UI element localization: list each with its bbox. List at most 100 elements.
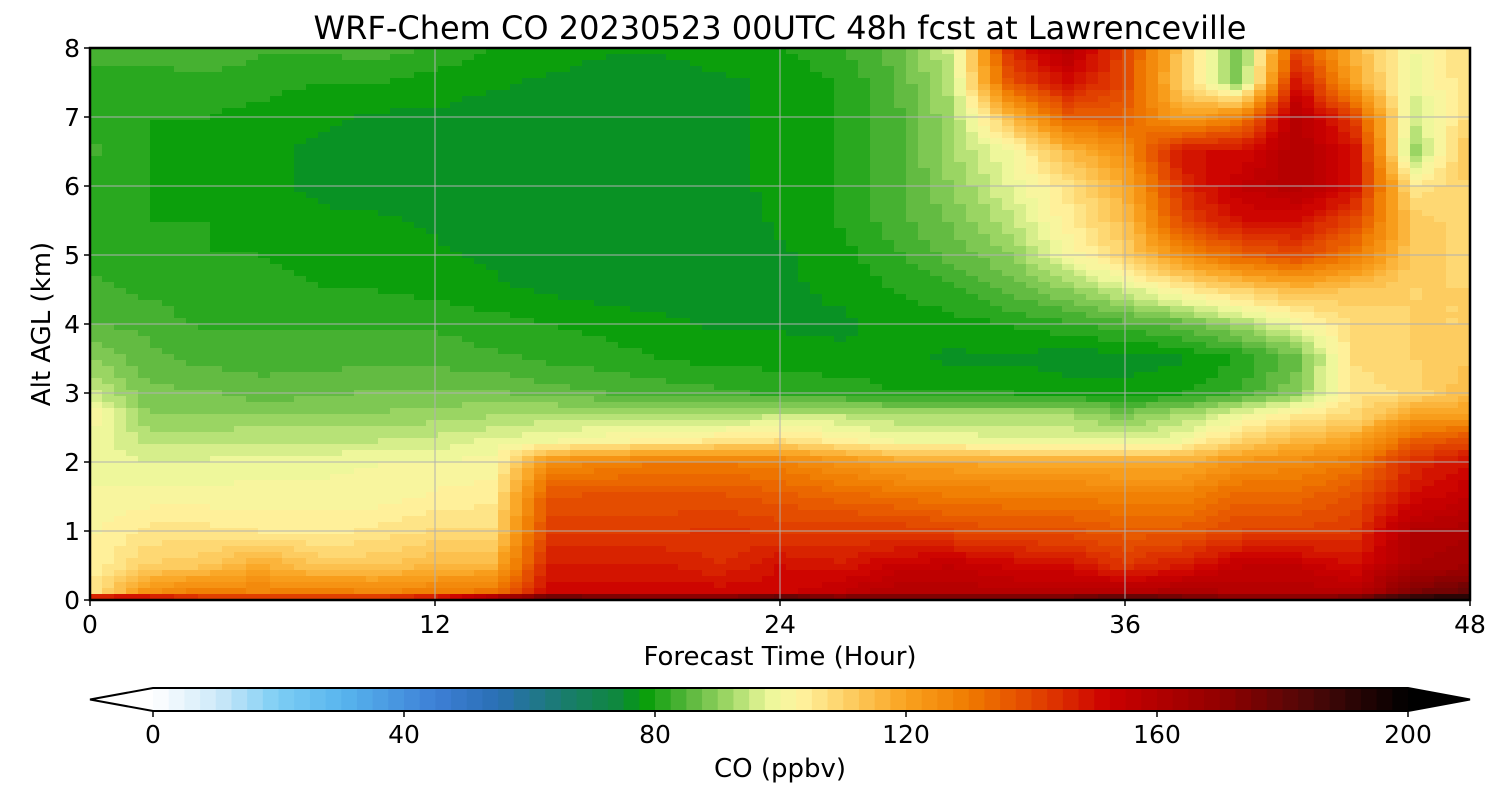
heatmap-cell (750, 72, 763, 79)
heatmap-cell (822, 150, 835, 157)
heatmap-cell (906, 54, 919, 61)
heatmap-cell (846, 150, 859, 157)
heatmap-cell (102, 72, 115, 79)
heatmap-cell (1266, 60, 1279, 67)
heatmap-cell (1362, 228, 1375, 235)
heatmap-cell (1026, 270, 1039, 277)
heatmap-cell (234, 78, 247, 85)
heatmap-cell (162, 78, 175, 85)
heatmap-cell (1230, 90, 1243, 97)
heatmap-cell (750, 198, 763, 205)
heatmap-cell (1386, 138, 1399, 145)
heatmap-cell (1074, 216, 1087, 223)
heatmap-cell (690, 240, 703, 247)
heatmap-cell (90, 210, 103, 217)
heatmap-cell (450, 54, 463, 61)
heatmap-cell (402, 240, 415, 247)
heatmap-cell (522, 162, 535, 169)
heatmap-cell (582, 54, 595, 61)
heatmap-cell (282, 108, 295, 115)
heatmap-cell (186, 138, 199, 145)
heatmap-cell (1290, 60, 1303, 67)
heatmap-cell (882, 78, 895, 85)
heatmap-cell (318, 144, 331, 151)
heatmap-cell (642, 258, 655, 265)
heatmap-cell (1362, 204, 1375, 211)
heatmap-cell (1014, 102, 1027, 109)
heatmap-cell (1170, 90, 1183, 97)
heatmap-cell (222, 150, 235, 157)
heatmap-cell (1386, 288, 1399, 295)
heatmap-cell (1002, 240, 1015, 247)
heatmap-cell (1170, 132, 1183, 139)
heatmap-cell (102, 102, 115, 109)
heatmap-cell (1254, 270, 1267, 277)
heatmap-cell (378, 120, 391, 127)
heatmap-cell (582, 306, 595, 313)
heatmap-cell (270, 198, 283, 205)
heatmap-cell (1254, 180, 1267, 187)
heatmap-cell (714, 78, 727, 85)
heatmap-cell (438, 78, 451, 85)
heatmap-cell (426, 90, 439, 97)
heatmap-cell (474, 186, 487, 193)
heatmap-cell (366, 156, 379, 163)
heatmap-cell (90, 264, 103, 271)
heatmap-cell (450, 306, 463, 313)
heatmap-cell (174, 48, 187, 55)
heatmap-cell (1290, 48, 1303, 55)
heatmap-cell (1014, 120, 1027, 127)
heatmap-cell (858, 78, 871, 85)
heatmap-cell (906, 210, 919, 217)
heatmap-cell (1266, 96, 1279, 103)
heatmap-cell (1218, 84, 1231, 91)
heatmap-cell (342, 78, 355, 85)
heatmap-cell (750, 270, 763, 277)
heatmap-cell (1422, 180, 1435, 187)
heatmap-cell (1194, 294, 1207, 301)
heatmap-cell (1266, 192, 1279, 199)
heatmap-cell (138, 90, 151, 97)
heatmap-cell (366, 306, 379, 313)
heatmap-cell (1326, 66, 1339, 73)
heatmap-cell (474, 96, 487, 103)
heatmap-cell (810, 138, 823, 145)
heatmap-cell (894, 300, 907, 307)
heatmap-cell (306, 144, 319, 151)
heatmap-cell (390, 90, 403, 97)
heatmap-cell (366, 228, 379, 235)
heatmap-cell (1206, 228, 1219, 235)
heatmap-cell (90, 204, 103, 211)
heatmap-cell (1254, 144, 1267, 151)
heatmap-cell (1170, 66, 1183, 73)
heatmap-cell (1062, 120, 1075, 127)
heatmap-cell (1458, 234, 1470, 241)
heatmap-cell (1002, 300, 1015, 307)
heatmap-cell (546, 282, 559, 289)
heatmap-cell (138, 186, 151, 193)
heatmap-cell (738, 174, 751, 181)
heatmap-cell (1062, 198, 1075, 205)
heatmap-cell (1170, 156, 1183, 163)
heatmap-cell (186, 150, 199, 157)
heatmap-cell (798, 156, 811, 163)
heatmap-cell (702, 120, 715, 127)
heatmap-cell (714, 168, 727, 175)
heatmap-cell (378, 264, 391, 271)
heatmap-cell (222, 54, 235, 61)
heatmap-cell (426, 222, 439, 229)
heatmap-cell (330, 48, 343, 55)
heatmap-cell (1326, 210, 1339, 217)
heatmap-cell (390, 108, 403, 115)
heatmap-cell (978, 78, 991, 85)
heatmap-cell (1446, 300, 1459, 307)
heatmap-cell (162, 270, 175, 277)
heatmap-cell (138, 150, 151, 157)
heatmap-cell (1122, 84, 1135, 91)
heatmap-cell (630, 90, 643, 97)
heatmap-cell (678, 228, 691, 235)
heatmap-cell (594, 174, 607, 181)
heatmap-cell (126, 60, 139, 67)
heatmap-cell (858, 132, 871, 139)
heatmap-cell (1086, 288, 1099, 295)
